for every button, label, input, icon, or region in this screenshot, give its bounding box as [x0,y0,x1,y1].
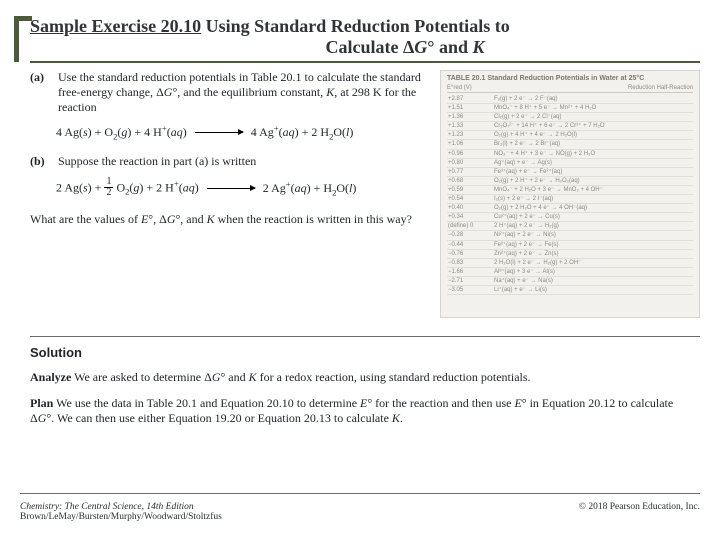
right-column: TABLE 20.1 Standard Reduction Potentials… [440,70,700,318]
equation-a: 4 Ag(s) + O2(g) + 4 H+(aq) 4 Ag+(aq) + 2… [56,125,430,140]
table-row: +0.68O₂(g) + 2 H⁺ + 2 e⁻ → H₂O₂(aq) [447,177,693,186]
table-row: +0.34Cu²⁺(aq) + 2 e⁻ → Cu(s) [447,213,693,222]
table-row: +0.80Ag⁺(aq) + e⁻ → Ag(s) [447,159,693,168]
table-row: (define) 02 H⁺(aq) + 2 e⁻ → H₂(g) [447,222,693,231]
eqn-a-rhs: 4 Ag+(aq) + 2 H2O(l) [251,125,354,140]
table-rows: +2.87F₂(g) + 2 e⁻ → 2 F⁻(aq)+1.51MnO₄⁻ +… [447,95,693,295]
plan-paragraph: Plan We use the data in Table 20.1 and E… [30,396,700,427]
table-row: −2.71Na⁺(aq) + e⁻ → Na(s) [447,277,693,286]
page: Sample Exercise 20.10 Using Standard Red… [0,0,720,540]
table-row: +1.23O₂(g) + 4 H⁺ + 4 e⁻ → 2 H₂O(l) [447,131,693,140]
table-row: +2.87F₂(g) + 2 e⁻ → 2 F⁻(aq) [447,95,693,104]
body: (a) Use the standard reduction potential… [30,70,700,480]
table-20-1: TABLE 20.1 Standard Reduction Potentials… [440,70,700,318]
question-tail: What are the values of E°, G°, and K whe… [30,212,430,227]
table-header-row: E°red (V) Reduction Half-Reaction [447,85,693,93]
footer-rule [20,493,700,494]
footer: Chemistry: The Central Science, 14th Edi… [20,502,700,522]
table-row: −1.66Al³⁺(aq) + 3 e⁻ → Al(s) [447,268,693,277]
table-row: −0.28Ni²⁺(aq) + 2 e⁻ → Ni(s) [447,231,693,240]
part-a-text: Use the standard reduction potentials in… [58,70,430,115]
solution-divider [30,336,700,337]
part-b: (b) Suppose the reaction in part (a) is … [30,154,430,169]
table-row: +0.96NO₃⁻ + 4 H⁺ + 3 e⁻ → NO(g) + 2 H₂O [447,150,693,159]
table-row: −0.44Fe²⁺(aq) + 2 e⁻ → Fe(s) [447,241,693,250]
title-line-2-g: G° and K [414,37,484,57]
part-b-label: (b) [30,154,52,169]
footer-book-title: Chemistry: The Central Science, 14th Edi… [20,502,194,512]
table-col2-header: Reduction Half-Reaction [628,85,693,91]
table-row: +0.77Fe³⁺(aq) + e⁻ → Fe²⁺(aq) [447,168,693,177]
title-line-2-prefix: Calculate [325,37,402,57]
eqn-a-lhs: 4 Ag(s) + O2(g) + 4 H+(aq) [56,125,187,140]
reaction-arrow-icon [207,188,255,189]
equation-b: 2 Ag(s) + 12 O2(g) + 2 H+(aq) 2 Ag+(aq) … [56,179,430,198]
table-row: +0.59MnO₄⁻ + 2 H₂O + 3 e⁻ → MnO₂ + 4 OH⁻ [447,186,693,195]
table-row: +1.36Cl₂(g) + 2 e⁻ → 2 Cl⁻(aq) [447,113,693,122]
table-col1-header: E°red (V) [447,85,472,91]
table-row: +1.33Cr₂O₇²⁻ + 14 H⁺ + 6 e⁻ → 2 Cr³⁺ + 7… [447,122,693,131]
title-prefix: Sample Exercise 20.10 [30,16,201,36]
part-b-text: Suppose the reaction in part (a) is writ… [58,154,430,169]
table-caption: TABLE 20.1 Standard Reduction Potentials… [447,75,693,82]
table-row: +0.40O₂(g) + 2 H₂O + 4 e⁻ → 4 OH⁻(aq) [447,204,693,213]
analyze-paragraph: Analyze We are asked to determine G° and… [30,370,700,386]
footer-copyright: © 2018 Pearson Education, Inc. [579,502,700,522]
exercise-title: Sample Exercise 20.10 Using Standard Red… [30,16,700,63]
eqn-b-lhs: 2 Ag(s) + 12 O2(g) + 2 H+(aq) [56,179,199,198]
footer-authors: Brown/LeMay/Bursten/Murphy/Woodward/Stol… [20,512,222,522]
eqn-b-rhs: 2 Ag+(aq) + H2O(l) [263,181,357,196]
table-row: −0.76Zn²⁺(aq) + 2 e⁻ → Zn(s) [447,250,693,259]
table-row: −3.05Li⁺(aq) + e⁻ → Li(s) [447,286,693,295]
reaction-arrow-icon [195,132,243,133]
table-row: −0.832 H₂O(l) + 2 e⁻ → H₂(g) + 2 OH⁻ [447,259,693,268]
plan-label: Plan [30,396,53,410]
analyze-label: Analyze [30,370,71,384]
part-a: (a) Use the standard reduction potential… [30,70,430,115]
delta-symbol [403,37,414,57]
table-row: +0.54I₂(s) + 2 e⁻ → 2 I⁻(aq) [447,195,693,204]
part-a-label: (a) [30,70,52,115]
title-rest-1: Using Standard Reduction Potentials to [201,16,510,36]
two-column-layout: (a) Use the standard reduction potential… [30,70,700,318]
solution-heading: Solution [30,345,700,360]
footer-left: Chemistry: The Central Science, 14th Edi… [20,502,222,522]
table-row: +1.06Br₂(l) + 2 e⁻ → 2 Br⁻(aq) [447,140,693,149]
table-row: +1.51MnO₄⁻ + 8 H⁺ + 5 e⁻ → Mn²⁺ + 4 H₂O [447,104,693,113]
left-column: (a) Use the standard reduction potential… [30,70,430,318]
